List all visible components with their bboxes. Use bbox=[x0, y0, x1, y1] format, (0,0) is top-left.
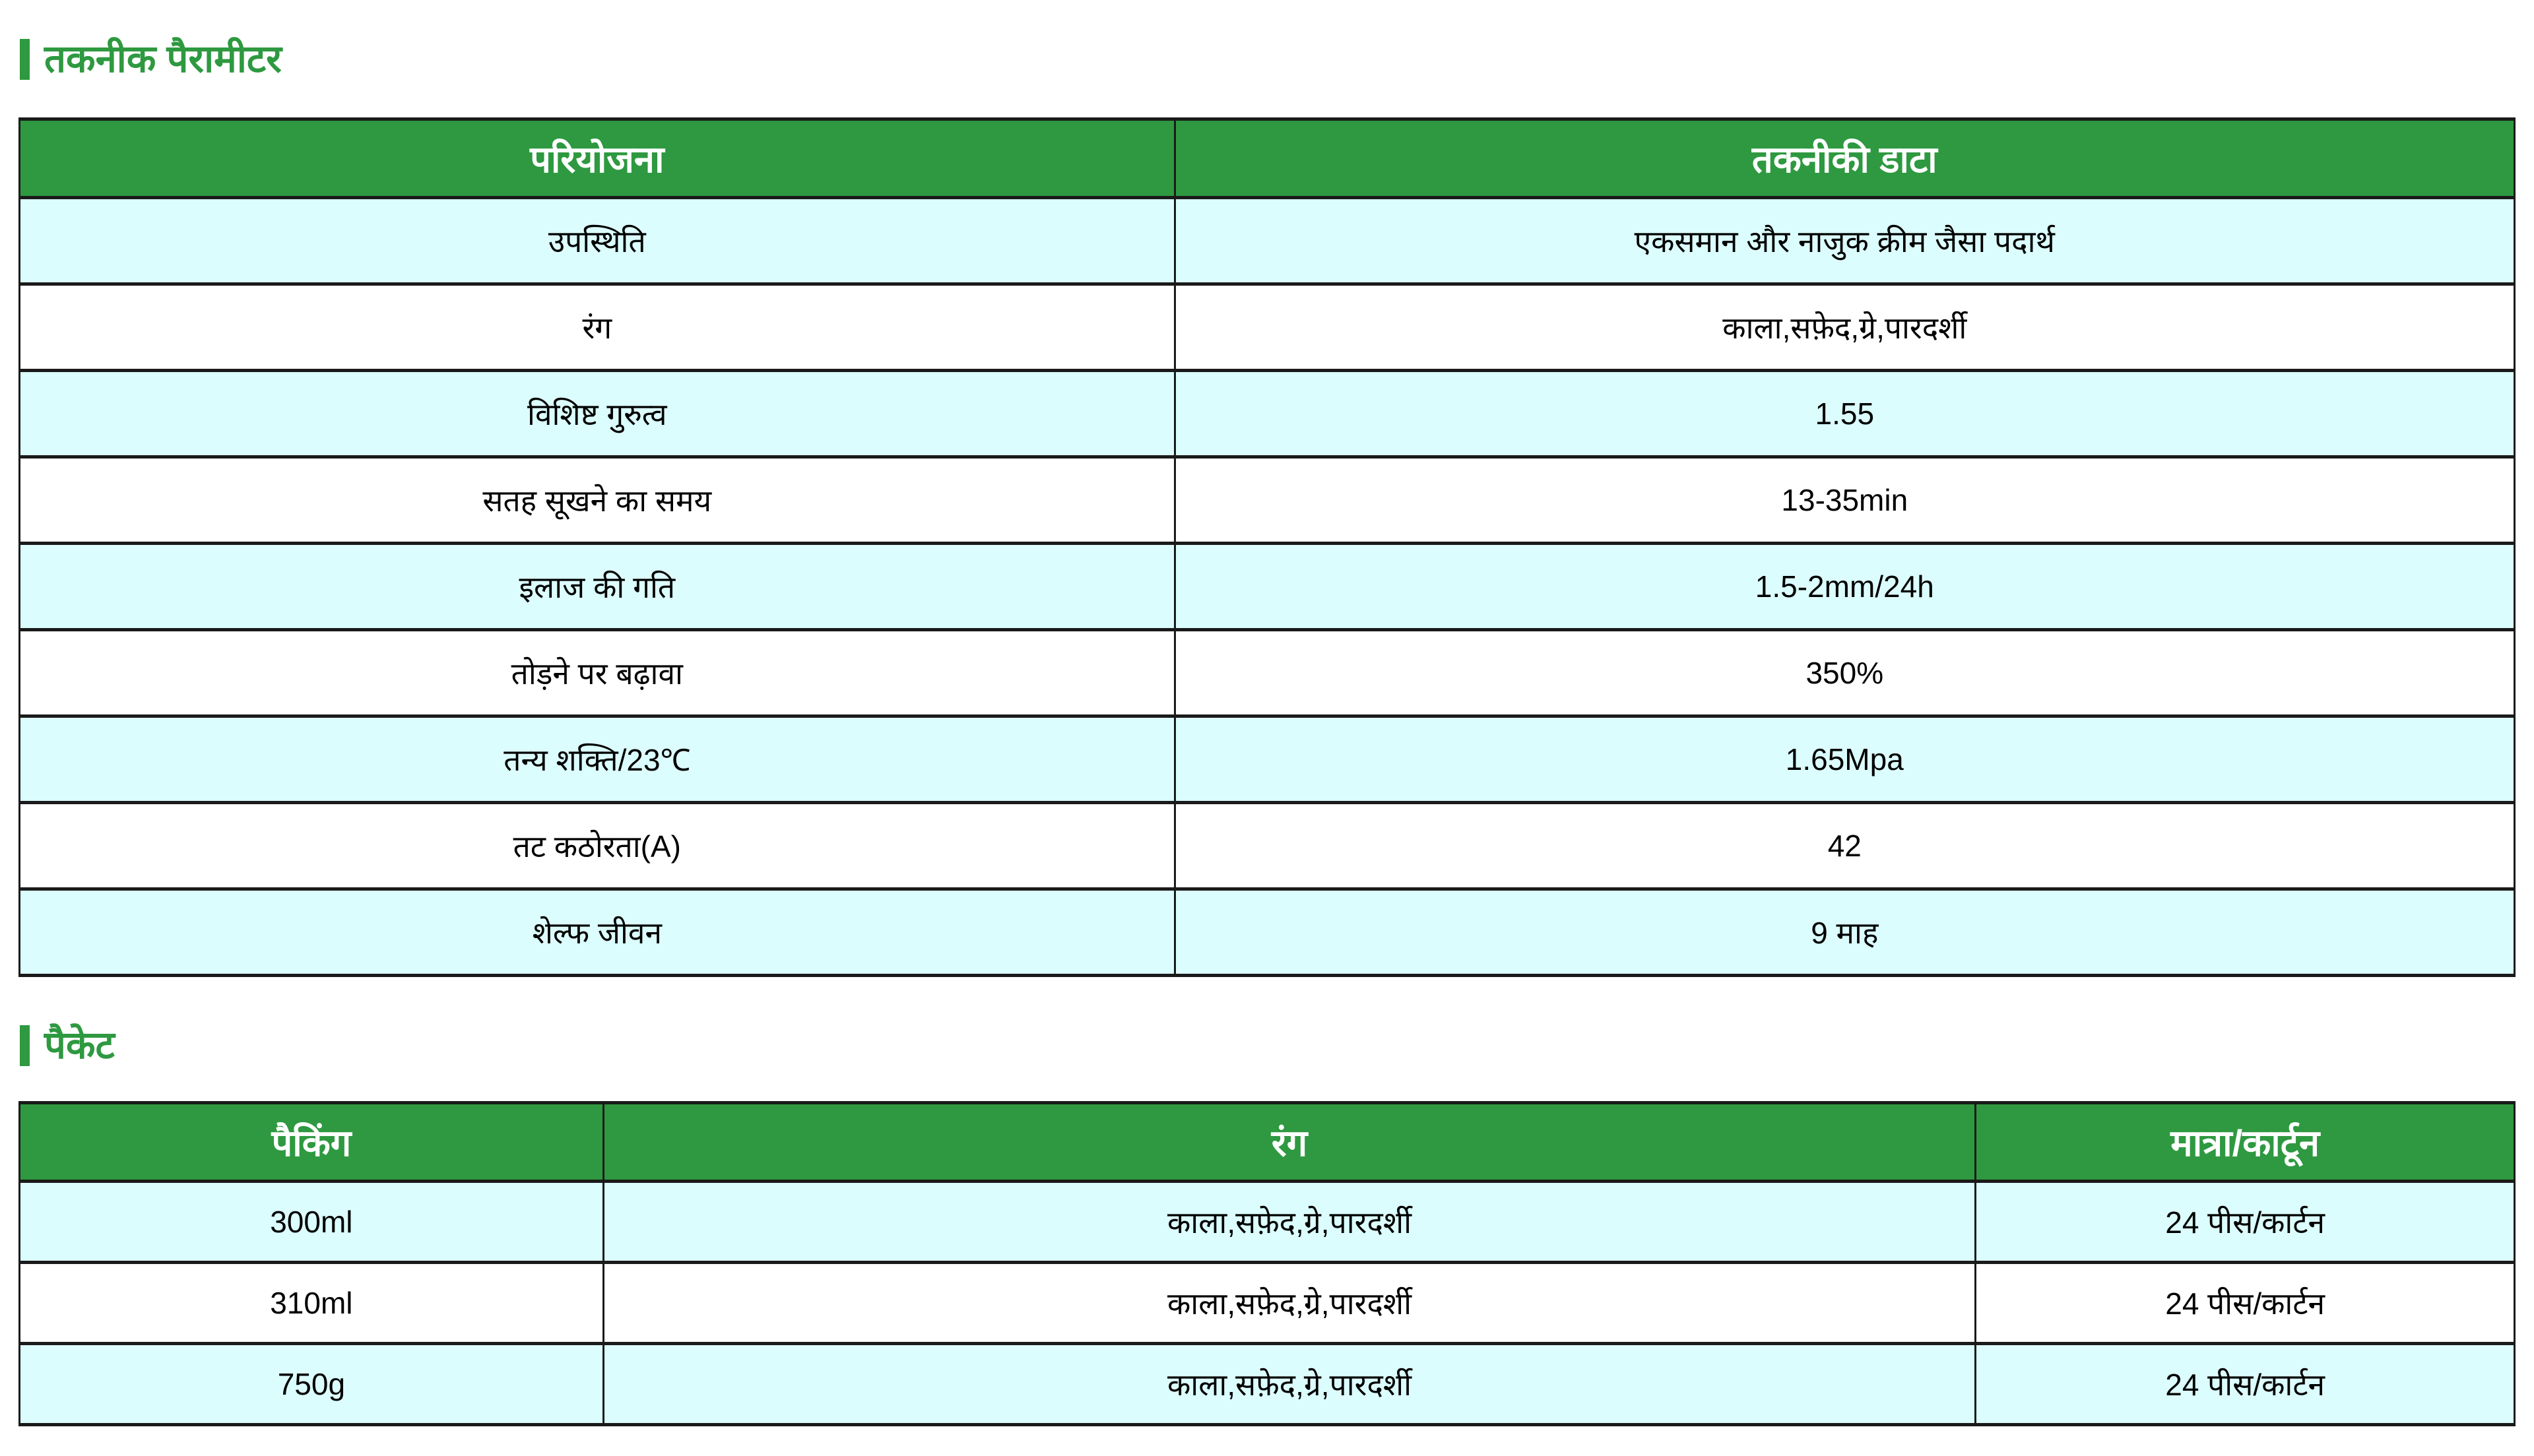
table-row: 750g काला,सफ़ेद,ग्रे,पारदर्शी 24 पीस/कार… bbox=[18, 1341, 2516, 1426]
section-title-text: तकनीक पैरामीटर bbox=[44, 38, 282, 80]
param-cell: शेल्फ जीवन bbox=[18, 887, 1176, 977]
value-cell: 13-35min bbox=[1173, 455, 2516, 545]
header-cell-technical-data: तकनीकी डाटा bbox=[1173, 117, 2516, 199]
section-title-tech-parameters: तकनीक पैरामीटर bbox=[20, 38, 2516, 80]
packing-cell: 310ml bbox=[18, 1260, 604, 1345]
color-cell: काला,सफ़ेद,ग्रे,पारदर्शी bbox=[602, 1341, 1977, 1426]
value-cell: एकसमान और नाजुक क्रीम जैसा पदार्थ bbox=[1173, 195, 2516, 286]
param-cell: इलाज की गति bbox=[18, 541, 1176, 631]
table-row: विशिष्ट गुरुत्व 1.55 bbox=[18, 368, 2516, 459]
header-cell-packing: पैकिंग bbox=[18, 1100, 604, 1183]
section-title-text: पैकेट bbox=[44, 1023, 115, 1067]
param-cell: उपस्थिति bbox=[18, 195, 1176, 286]
quantity-cell: 24 पीस/कार्टन bbox=[1974, 1341, 2516, 1426]
page: तकनीक पैरामीटर परियोजना तकनीकी डाटा उपस्… bbox=[18, 38, 2516, 1426]
value-cell: 1.5-2mm/24h bbox=[1173, 541, 2516, 631]
value-cell: काला,सफ़ेद,ग्रे,पारदर्शी bbox=[1173, 282, 2516, 372]
value-cell: 9 माह bbox=[1173, 887, 2516, 977]
table-row: 310ml काला,सफ़ेद,ग्रे,पारदर्शी 24 पीस/का… bbox=[18, 1260, 2516, 1345]
table-row: शेल्फ जीवन 9 माह bbox=[18, 887, 2516, 977]
packet-table: पैकिंग रंग मात्रा/कार्टून 300ml काला,सफ़… bbox=[18, 1100, 2516, 1426]
packing-cell: 750g bbox=[18, 1341, 604, 1426]
color-cell: काला,सफ़ेद,ग्रे,पारदर्शी bbox=[602, 1260, 1977, 1345]
table-header-row: परियोजना तकनीकी डाटा bbox=[18, 117, 2516, 199]
param-cell: सतह सूखने का समय bbox=[18, 455, 1176, 545]
quantity-cell: 24 पीस/कार्टन bbox=[1974, 1260, 2516, 1345]
table-row: रंग काला,सफ़ेद,ग्रे,पारदर्शी bbox=[18, 282, 2516, 372]
value-cell: 42 bbox=[1173, 800, 2516, 891]
param-cell: तन्य शक्ति/23℃ bbox=[18, 714, 1176, 804]
param-cell: विशिष्ट गुरुत्व bbox=[18, 368, 1176, 459]
table-row: इलाज की गति 1.5-2mm/24h bbox=[18, 541, 2516, 631]
title-accent-bar bbox=[20, 38, 30, 80]
table-row: तन्य शक्ति/23℃ 1.65Mpa bbox=[18, 714, 2516, 804]
title-accent-bar bbox=[20, 1025, 30, 1066]
table-row: 300ml काला,सफ़ेद,ग्रे,पारदर्शी 24 पीस/का… bbox=[18, 1179, 2516, 1264]
value-cell: 1.55 bbox=[1173, 368, 2516, 459]
param-cell: तोड़ने पर बढ़ावा bbox=[18, 627, 1176, 718]
table-row: तट कठोरता(A) 42 bbox=[18, 800, 2516, 891]
packing-cell: 300ml bbox=[18, 1179, 604, 1264]
table-header-row: पैकिंग रंग मात्रा/कार्टून bbox=[18, 1100, 2516, 1183]
table-row: तोड़ने पर बढ़ावा 350% bbox=[18, 627, 2516, 718]
quantity-cell: 24 पीस/कार्टन bbox=[1974, 1179, 2516, 1264]
value-cell: 350% bbox=[1173, 627, 2516, 718]
param-cell: तट कठोरता(A) bbox=[18, 800, 1176, 891]
header-cell-quantity-carton: मात्रा/कार्टून bbox=[1974, 1100, 2516, 1183]
tech-parameters-table: परियोजना तकनीकी डाटा उपस्थिति एकसमान और … bbox=[18, 117, 2516, 977]
header-cell-project: परियोजना bbox=[18, 117, 1176, 199]
header-cell-color: रंग bbox=[602, 1100, 1977, 1183]
table-row: उपस्थिति एकसमान और नाजुक क्रीम जैसा पदार… bbox=[18, 195, 2516, 286]
value-cell: 1.65Mpa bbox=[1173, 714, 2516, 804]
section-title-packet: पैकेट bbox=[20, 1023, 2516, 1067]
table-row: सतह सूखने का समय 13-35min bbox=[18, 455, 2516, 545]
color-cell: काला,सफ़ेद,ग्रे,पारदर्शी bbox=[602, 1179, 1977, 1264]
param-cell: रंग bbox=[18, 282, 1176, 372]
